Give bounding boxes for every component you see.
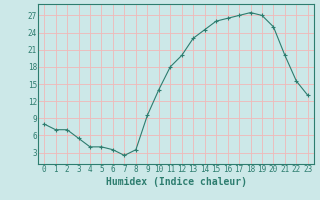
X-axis label: Humidex (Indice chaleur): Humidex (Indice chaleur) xyxy=(106,177,246,187)
